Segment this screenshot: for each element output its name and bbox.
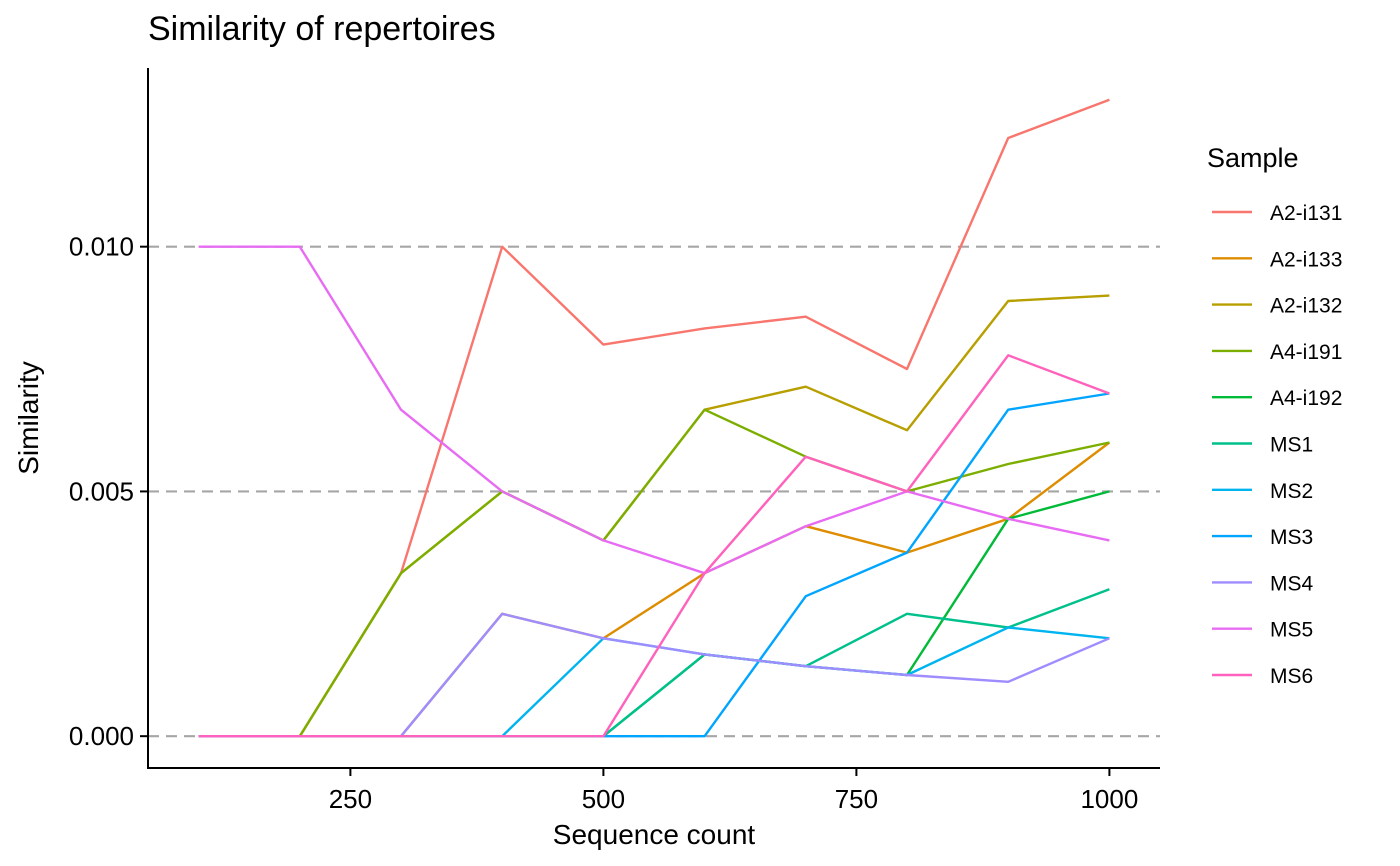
series-line-ms1 — [198, 588, 1110, 738]
chart-title: Similarity of repertoires — [148, 10, 496, 48]
gridlines — [148, 245, 1160, 738]
axes — [147, 68, 1160, 769]
legend-label-a2-i132: A2-i132 — [1270, 295, 1342, 318]
legend-label-ms3: MS3 — [1270, 526, 1313, 549]
series-line-a4-i192 — [198, 490, 1110, 738]
legend-label-ms4: MS4 — [1270, 572, 1314, 595]
y-ticks: 0.000 0.005 0.010 — [69, 232, 148, 751]
series-line-ms4 — [198, 612, 1110, 738]
x-tick-label: 500 — [582, 784, 625, 814]
legend-label-a4-i191: A4-i191 — [1270, 341, 1342, 364]
y-axis-title: Similarity — [13, 361, 44, 475]
x-axis-title: Sequence count — [553, 819, 756, 850]
series-line-ms6 — [198, 354, 1110, 738]
x-ticks: 250 500 750 1000 — [329, 768, 1138, 814]
y-tick-label: 0.000 — [69, 721, 134, 751]
x-tick-label: 750 — [835, 784, 878, 814]
series-line-a2-i131 — [198, 98, 1110, 738]
y-tick-label: 0.005 — [69, 476, 134, 506]
series-line-a2-i133 — [198, 441, 1111, 738]
series-line-ms5 — [198, 245, 1110, 575]
series-lines — [198, 98, 1111, 738]
series-line-ms3 — [198, 392, 1110, 738]
series-line-a4-i191 — [198, 408, 1110, 738]
legend-label-ms2: MS2 — [1270, 480, 1313, 503]
legend-title: Sample — [1207, 143, 1299, 173]
series-line-ms2 — [198, 626, 1110, 738]
x-tick-label: 250 — [329, 784, 372, 814]
legend: Sample A2-i131 A2-i133 A2-i132 A4-i191 A4-i1… — [1207, 143, 1342, 688]
legend-label-ms5: MS5 — [1270, 619, 1313, 642]
x-tick-label: 1000 — [1080, 784, 1138, 814]
legend-label-ms6: MS6 — [1270, 665, 1313, 688]
legend-label-a2-i131: A2-i131 — [1270, 202, 1342, 225]
legend-label-a4-i192: A4-i192 — [1270, 387, 1342, 410]
legend-items: A2-i131 A2-i133 A2-i132 A4-i191 A4-i192 MS1 MS… — [1212, 202, 1342, 688]
legend-label-a2-i133: A2-i133 — [1270, 248, 1342, 271]
series-line-a2-i132 — [198, 294, 1110, 738]
legend-label-ms1: MS1 — [1270, 434, 1313, 457]
y-tick-label: 0.010 — [69, 232, 134, 262]
